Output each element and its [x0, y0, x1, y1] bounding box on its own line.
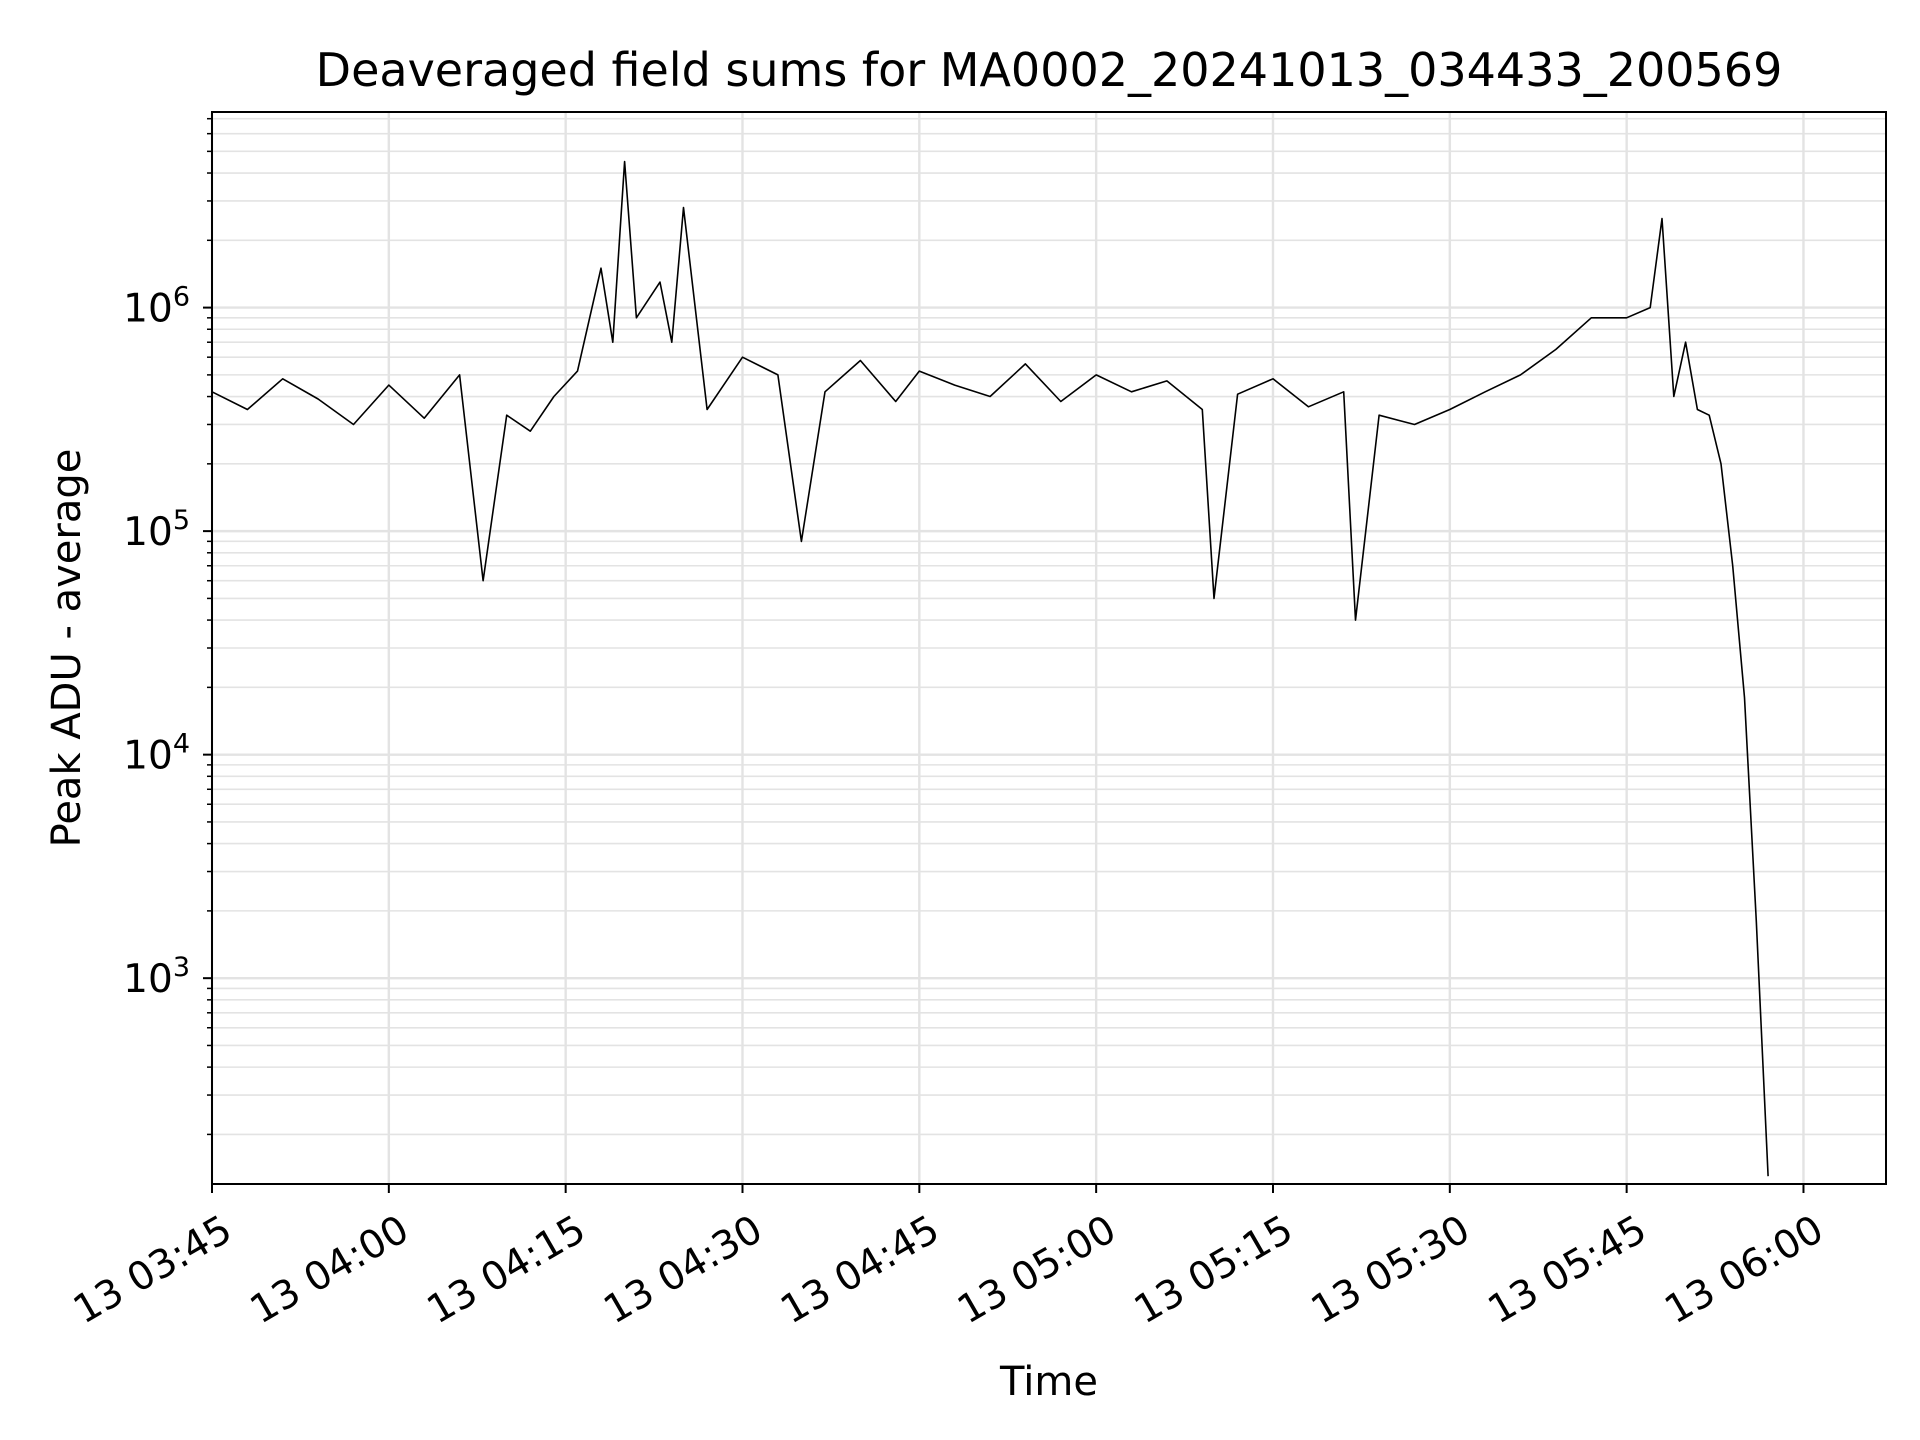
x-tick-label: 13 05:00	[950, 1207, 1124, 1333]
series-line	[211, 160, 1769, 1177]
y-tick-label: 105	[123, 505, 190, 555]
x-tick-label: 13 03:45	[66, 1207, 240, 1333]
x-tick-label: 13 05:15	[1127, 1207, 1301, 1333]
y-axis-label: Peak ADU - average	[44, 449, 90, 848]
series-line-layer	[211, 160, 1769, 1177]
grid	[210, 112, 1886, 1184]
x-tick-label: 13 05:45	[1481, 1207, 1655, 1333]
y-tick-label: 106	[123, 282, 190, 332]
x-tick-label: 13 04:45	[773, 1207, 947, 1333]
x-tick-label: 13 06:00	[1658, 1207, 1832, 1333]
x-tick-label: 13 04:15	[420, 1207, 594, 1333]
x-axis-label: Time	[999, 1359, 1098, 1405]
x-tick-label: 13 04:00	[243, 1207, 417, 1333]
x-tick-label: 13 05:30	[1304, 1207, 1478, 1333]
chart-title: Deaveraged field sums for MA0002_2024101…	[316, 43, 1783, 97]
y-tick-label: 104	[123, 729, 190, 779]
y-tick-label: 103	[123, 952, 190, 1002]
x-tick-label: 13 04:30	[597, 1207, 771, 1333]
